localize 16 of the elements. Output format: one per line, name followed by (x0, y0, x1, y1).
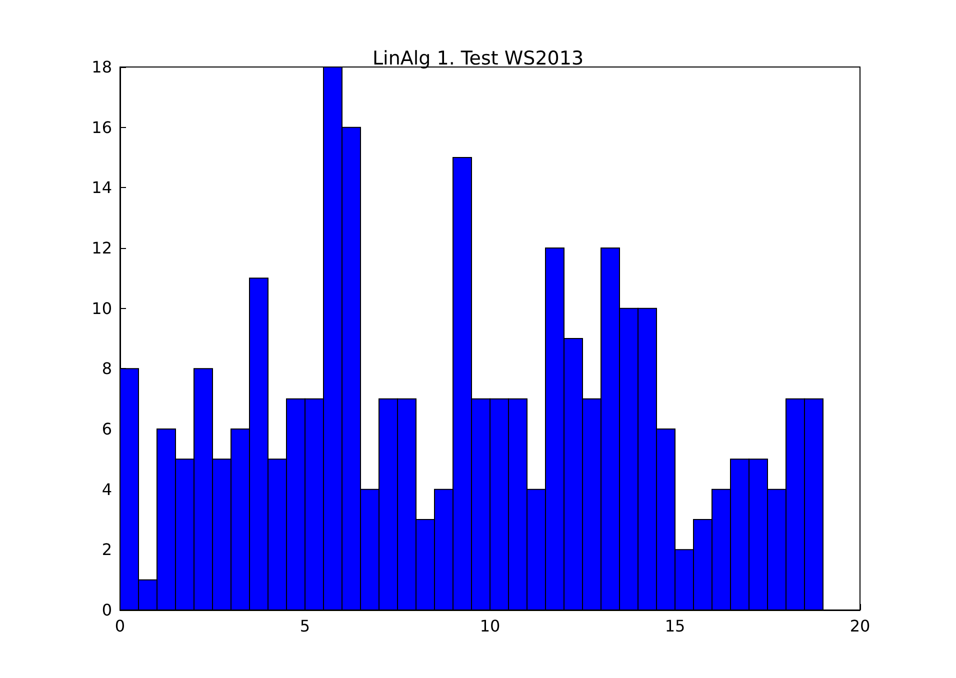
x-tick-label: 20 (850, 616, 870, 636)
x-tick-label: 15 (664, 616, 686, 636)
y-tick-label: 12 (92, 238, 112, 258)
y-tick-label: 0 (102, 600, 112, 620)
y-tick-label: 18 (92, 58, 112, 76)
y-tick-label: 4 (102, 480, 112, 499)
x-tick-label: 5 (300, 616, 310, 636)
y-tick-label: 16 (92, 118, 112, 137)
y-tick-label: 10 (92, 298, 112, 318)
y-tick-label: 2 (102, 540, 112, 560)
x-tick-label: 10 (480, 616, 500, 636)
chart-title: LinAlg 1. Test WS2013 (372, 48, 584, 70)
x-tick-label: 0 (114, 616, 126, 636)
y-tick-label: 8 (102, 359, 112, 378)
y-tick-label: 6 (102, 420, 112, 438)
y-tick-label: 14 (92, 178, 112, 198)
